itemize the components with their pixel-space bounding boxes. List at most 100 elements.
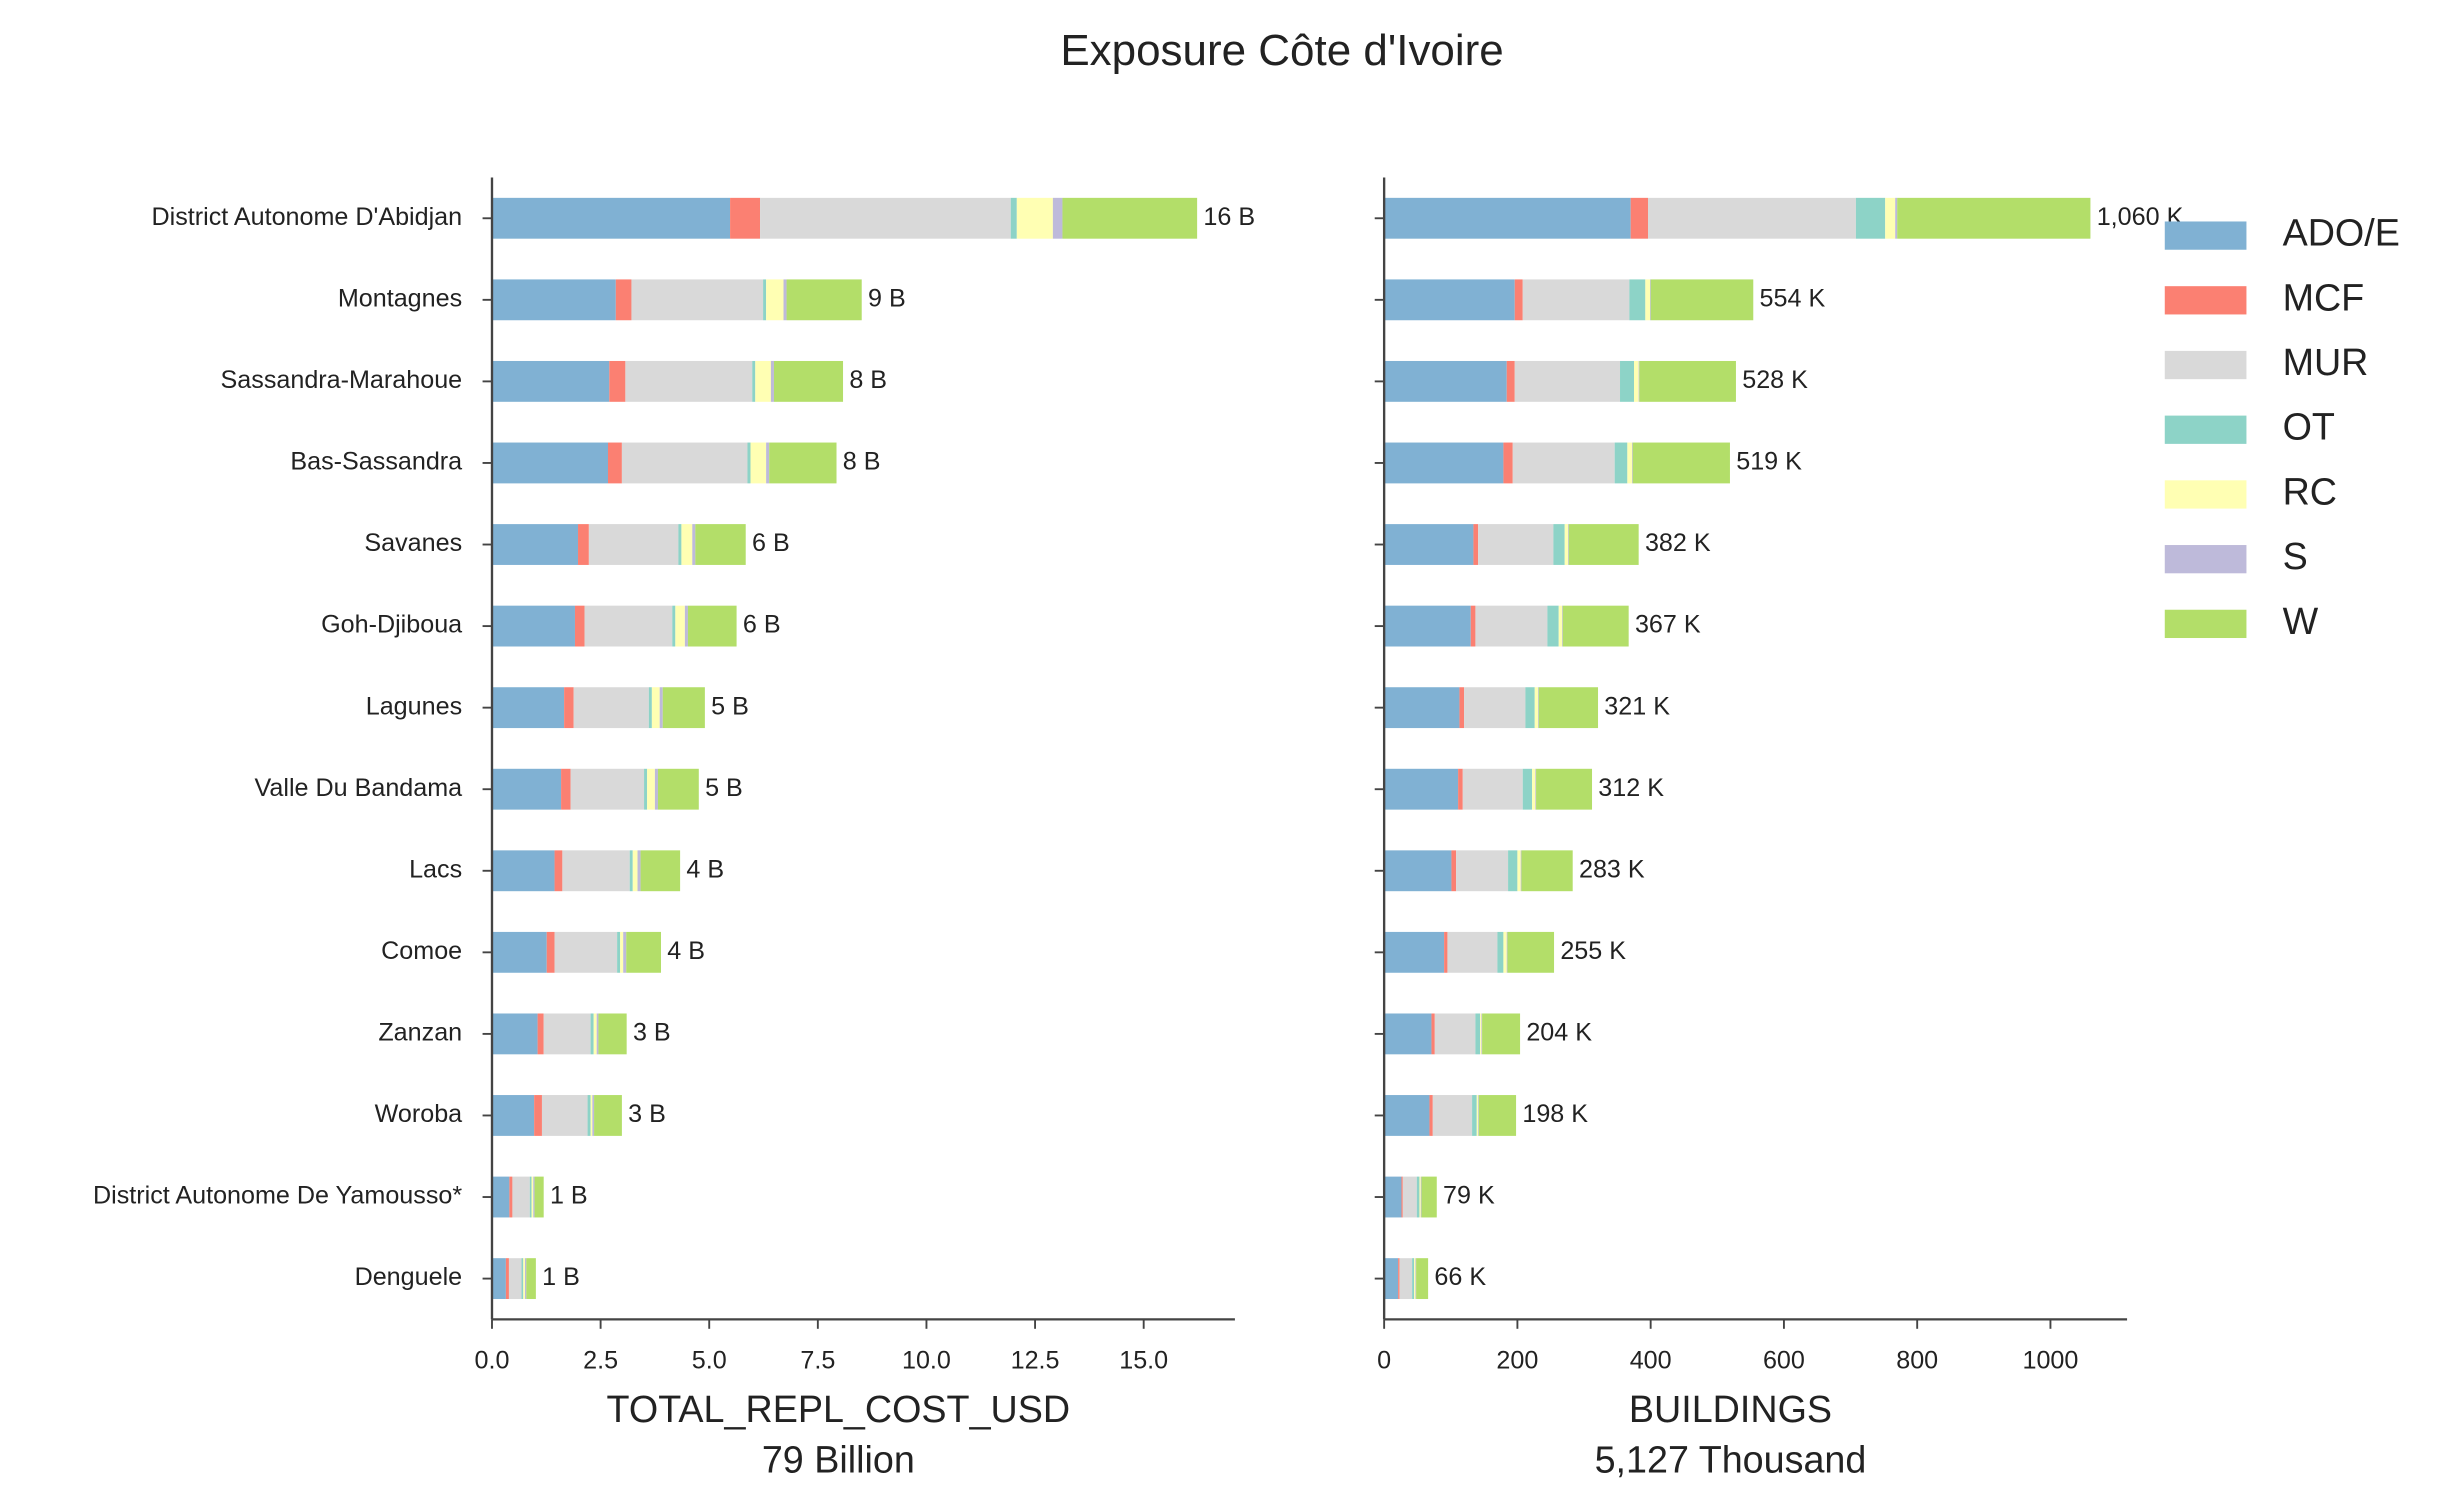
bar-segment <box>657 768 699 810</box>
bar-segment <box>564 687 574 729</box>
bar-segment <box>621 442 748 484</box>
bar-segment <box>752 360 756 402</box>
bar-segment <box>1384 1095 1430 1136</box>
bar-segment <box>590 1095 593 1136</box>
bar-segment <box>1475 605 1548 647</box>
x-tick-label: 0.0 <box>475 1346 510 1374</box>
bar-segment <box>1402 1176 1417 1218</box>
bar-segment <box>543 1013 591 1055</box>
x-tick-label: 10.0 <box>902 1346 951 1374</box>
x-tick-label: 0 <box>1377 1346 1391 1374</box>
bar-segment <box>640 850 681 892</box>
x-tick-label: 400 <box>1630 1346 1672 1374</box>
legend-label: ADO/E <box>2283 212 2400 254</box>
total-label: 1 B <box>542 1263 580 1291</box>
bar-segment <box>594 1095 622 1136</box>
bar-segment <box>1855 197 1886 239</box>
bar-segment <box>730 197 761 239</box>
bar-segment <box>632 850 638 892</box>
legend-swatch <box>2164 286 2247 315</box>
bar-segment <box>588 524 679 565</box>
total-label: 4 B <box>667 937 705 965</box>
y-tick-label: Lacs <box>409 855 462 883</box>
bar-segment <box>1401 1176 1403 1218</box>
bar-segment <box>531 1176 534 1218</box>
total-label: 9 B <box>868 284 906 312</box>
bar-segment <box>1398 1258 1400 1300</box>
bar-segment <box>523 1258 526 1300</box>
bar-segment <box>1620 360 1635 402</box>
bar-segment <box>512 1176 530 1218</box>
bar-segment <box>692 524 696 565</box>
x-axis-label: BUILDINGS <box>1629 1388 1832 1430</box>
bar-segment <box>1534 687 1539 729</box>
bar-segment <box>675 605 685 647</box>
bar-segment <box>1525 687 1535 729</box>
y-tick-label: Valle Du Bandama <box>255 774 463 802</box>
bar-segment <box>615 279 632 321</box>
bar-segment <box>1470 605 1476 647</box>
bar-segment <box>1052 197 1063 239</box>
bar-segment <box>648 687 652 729</box>
bar-segment <box>1384 442 1504 484</box>
bar-segment <box>541 1095 588 1136</box>
y-tick-label: Montagnes <box>338 284 462 312</box>
bar-segment <box>760 197 1011 239</box>
bar-segment <box>491 279 616 321</box>
bar-segment <box>491 850 555 892</box>
bar-segment <box>593 1013 597 1055</box>
bar-segment <box>1451 850 1457 892</box>
legend-label: S <box>2283 535 2308 577</box>
bar-segment <box>1532 768 1536 810</box>
x-tick-label: 800 <box>1896 1346 1938 1374</box>
bar-segment <box>1419 1176 1421 1218</box>
bar-segment <box>1558 605 1563 647</box>
total-label: 4 B <box>686 855 724 883</box>
total-label: 3 B <box>633 1019 671 1047</box>
bar-segment <box>1444 931 1448 973</box>
bar-segment <box>766 442 770 484</box>
bar-segment <box>1522 279 1630 321</box>
bar-segment <box>1481 1013 1483 1055</box>
bar-segment <box>662 687 705 729</box>
bar-segment <box>491 1095 535 1136</box>
bar-segment <box>1506 360 1515 402</box>
bar-segment <box>607 442 622 484</box>
x-tick-label: 2.5 <box>583 1346 618 1374</box>
total-label: 5 B <box>711 692 749 720</box>
bar-segment <box>1638 360 1640 402</box>
y-tick-label: Denguele <box>355 1263 463 1291</box>
bar-segment <box>584 605 673 647</box>
bar-segment <box>1568 524 1569 565</box>
bar-segment <box>1431 1013 1435 1055</box>
y-tick-label: Goh-Djiboua <box>321 611 462 639</box>
bar-segment <box>1627 442 1633 484</box>
bar-segment <box>654 768 658 810</box>
bar-segment <box>1473 524 1479 565</box>
total-label: 16 B <box>1203 203 1255 231</box>
bar-segment <box>534 1095 542 1136</box>
bar-segment <box>1547 605 1559 647</box>
bar-segment <box>1632 442 1633 484</box>
bar-segment <box>647 768 655 810</box>
bar-segment <box>786 279 862 321</box>
bar-segment <box>1416 1258 1429 1300</box>
bar-segment <box>672 605 676 647</box>
bar-segment <box>1535 768 1537 810</box>
bar-segment <box>1384 605 1471 647</box>
bar-segment <box>1629 279 1646 321</box>
bar-segment <box>620 931 624 973</box>
bar-segment <box>1384 687 1460 729</box>
bar-segment <box>747 442 751 484</box>
bar-segment <box>1564 524 1569 565</box>
x-tick-label: 15.0 <box>1119 1346 1168 1374</box>
bar-segment <box>1420 1176 1422 1218</box>
total-label: 1 B <box>550 1182 588 1210</box>
bar-segment <box>1514 279 1523 321</box>
bar-segment <box>1384 360 1507 402</box>
bar-segment <box>766 279 784 321</box>
legend-swatch <box>2164 221 2247 250</box>
bar-segment <box>491 524 579 565</box>
bar-segment <box>1432 1095 1473 1136</box>
